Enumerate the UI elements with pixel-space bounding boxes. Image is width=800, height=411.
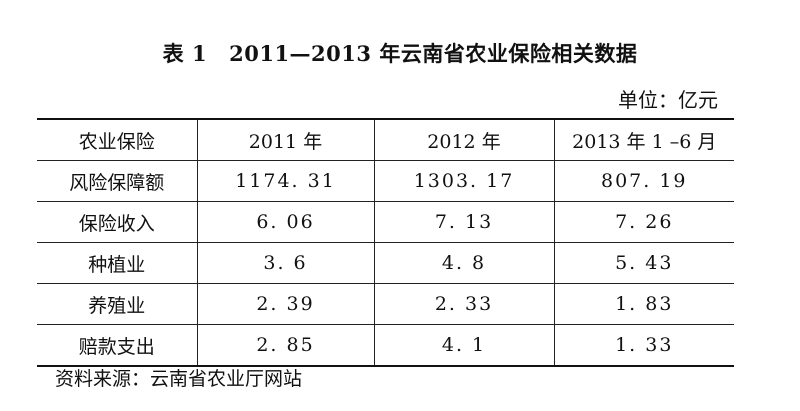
row-label: 赔款支出 <box>37 324 198 367</box>
table-cell: 7. 26 <box>553 201 734 243</box>
row-label: 风险保障额 <box>37 160 198 202</box>
table-cell: 807. 19 <box>553 160 734 202</box>
table-number: 表 1 <box>162 41 208 66</box>
table-row: 赔款支出 2. 85 4. 1 1. 33 <box>37 324 734 367</box>
row-label: 种植业 <box>37 242 198 284</box>
table-cell: 5. 43 <box>553 242 734 284</box>
table-row: 风险保障额 1174. 31 1303. 17 807. 19 <box>37 160 734 202</box>
table-cell: 2. 85 <box>196 324 375 367</box>
row-label: 保险收入 <box>37 201 198 243</box>
table-cell: 1. 33 <box>553 324 734 367</box>
header-cell-category: 农业保险 <box>37 118 198 161</box>
source-note: 资料来源：云南省农业厅网站 <box>55 368 303 390</box>
table-title: 表 1 2011—2013 年云南省农业保险相关数据 <box>0 38 800 68</box>
table-cell: 3. 6 <box>196 242 375 284</box>
table-row: 保险收入 6. 06 7. 13 7. 26 <box>37 201 734 243</box>
table-cell: 4. 1 <box>373 324 555 367</box>
table-row: 养殖业 2. 39 2. 33 1. 83 <box>37 283 734 325</box>
row-label: 养殖业 <box>37 283 198 325</box>
header-cell-2012: 2012 年 <box>373 118 555 161</box>
header-row: 农业保险 2011 年 2012 年 2013 年 1 –6 月 <box>37 118 734 161</box>
header-cell-2013: 2013 年 1 –6 月 <box>553 118 734 161</box>
table-cell: 4. 8 <box>373 242 555 284</box>
unit-label: 单位：亿元 <box>618 88 718 112</box>
table-cell: 1. 83 <box>553 283 734 325</box>
header-cell-2011: 2011 年 <box>196 118 375 161</box>
table-cell: 2. 33 <box>373 283 555 325</box>
table-cell: 6. 06 <box>196 201 375 243</box>
table-cell: 1174. 31 <box>196 160 375 202</box>
table-cell: 1303. 17 <box>373 160 555 202</box>
table-row: 种植业 3. 6 4. 8 5. 43 <box>37 242 734 284</box>
table-cell: 2. 39 <box>196 283 375 325</box>
table-title-text: 2011—2013 年云南省农业保险相关数据 <box>229 41 638 66</box>
table-cell: 7. 13 <box>373 201 555 243</box>
data-table: 农业保险 2011 年 2012 年 2013 年 1 –6 月 风险保障额 1… <box>37 118 734 367</box>
